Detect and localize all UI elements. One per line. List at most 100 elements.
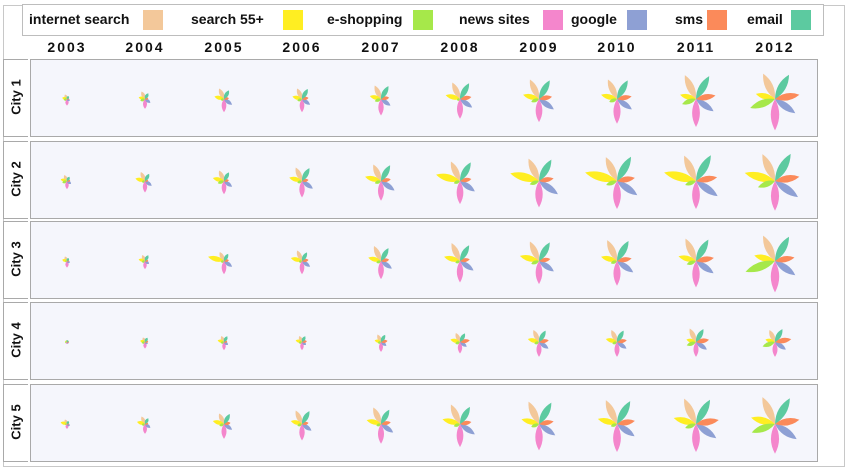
petal [613,424,621,453]
petal [607,79,618,99]
petal [535,181,543,208]
petal [617,176,635,183]
petal-glyph [521,401,556,451]
petal-glyph [60,175,72,190]
petal [445,94,460,100]
petal [775,99,796,114]
petal [696,256,714,263]
petal-glyph [140,337,149,349]
row-tab [3,59,28,137]
petal [221,261,227,275]
petal [616,80,628,99]
petal [610,260,617,264]
petal-glyph [436,161,475,205]
petal-glyph [135,172,152,193]
petal [696,99,714,112]
petal-glyph [678,238,714,288]
city-panel [30,59,818,137]
petal-glyph [597,400,635,453]
petal [289,176,302,182]
petal [751,416,775,425]
petal [66,96,70,99]
petal [684,75,697,99]
petal [296,88,303,99]
city-panel [30,302,818,380]
petal [140,98,145,102]
petal [223,90,230,99]
petal [302,423,312,431]
year-label: 2009 [519,39,559,55]
petal [302,260,311,267]
petal-glyph [686,328,709,357]
petal [539,159,552,181]
petal [365,175,381,182]
petal [757,180,775,188]
petal-glyph [510,158,558,208]
petal [377,181,385,201]
petal [144,173,150,181]
petal [601,255,617,262]
petal-glyph [366,407,394,444]
petal [680,93,696,100]
petal [301,88,308,99]
petal [456,261,464,283]
petal [374,85,382,99]
petal [770,181,780,211]
year-label: 2010 [597,39,637,55]
petal-glyph [289,167,313,198]
petal [450,404,461,424]
legend-swatch [413,10,433,30]
petal [456,98,460,101]
petal [617,181,638,196]
petal [374,98,381,102]
petal [140,172,146,181]
petal [597,417,617,425]
petal [684,155,697,181]
petal-glyph [212,170,233,195]
petal [531,98,539,103]
petal [459,406,470,424]
petal [696,94,716,101]
petal [539,261,554,272]
petal [531,260,539,265]
petal [685,423,696,429]
petal [585,171,617,183]
legend-swatch [707,10,727,30]
year-label: 2004 [125,39,165,55]
petal [770,424,780,454]
petal [531,423,539,428]
petal [605,400,618,424]
petal-glyph [523,79,554,123]
petal [696,399,711,424]
petal [664,171,696,183]
petal [528,401,540,424]
petal-glyph [295,336,307,351]
year-label: 2005 [204,39,244,55]
petal [302,180,313,189]
petal [299,261,305,275]
petal [223,413,230,424]
petal [144,255,149,261]
row-tab [3,302,28,380]
petal [510,172,539,183]
petal [696,418,719,426]
petal [696,181,718,197]
petal [299,181,305,198]
petal [380,165,391,181]
petal [692,181,700,210]
petal [142,181,148,193]
petal [762,154,776,181]
petal [208,255,224,262]
petal [693,342,699,357]
petal [696,424,717,439]
petal [381,181,395,191]
petal [368,256,381,262]
petal [460,181,475,192]
petal [224,423,233,430]
petal [775,398,790,424]
petal [373,246,382,261]
petal [617,419,635,426]
petal [219,252,225,261]
petal [221,181,227,195]
